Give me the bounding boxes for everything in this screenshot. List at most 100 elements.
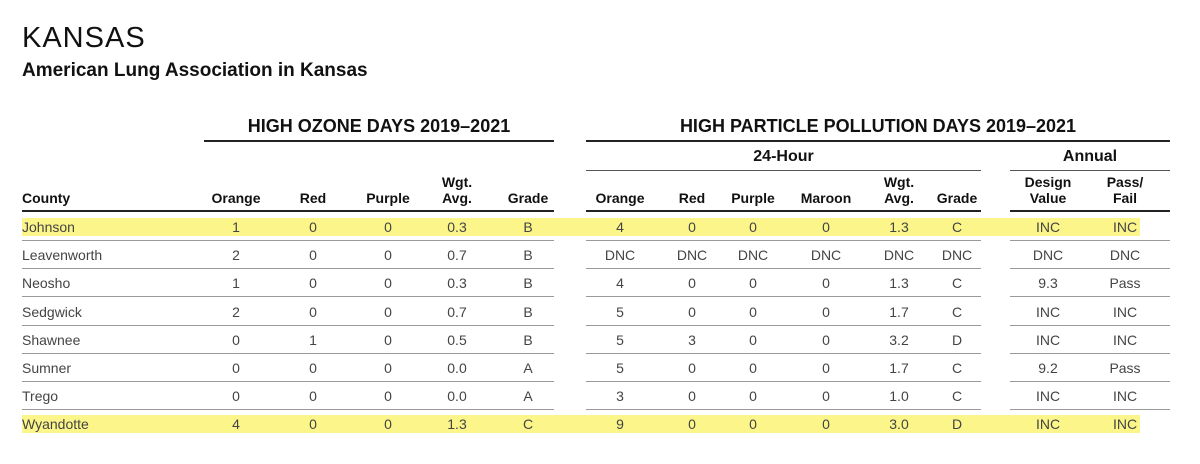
cell-o_red: 0 bbox=[309, 275, 317, 292]
row-divider bbox=[22, 409, 554, 411]
cell-o_purple: 0 bbox=[384, 219, 392, 235]
cell-p_orange: DNC bbox=[604, 247, 636, 264]
cell-passfail: INC bbox=[1112, 416, 1138, 433]
row-divider bbox=[586, 409, 981, 411]
cell-p_grade: D bbox=[951, 416, 963, 433]
cell-design: INC bbox=[1035, 388, 1061, 405]
row-divider bbox=[22, 268, 554, 270]
column-header-p_red: Red bbox=[678, 190, 706, 206]
cell-p_grade: D bbox=[951, 331, 963, 348]
cell-p_maroon: 0 bbox=[822, 303, 830, 320]
row-divider bbox=[586, 240, 981, 241]
ozone-group-rule bbox=[204, 140, 554, 142]
cell-p_purple: 0 bbox=[749, 219, 757, 235]
column-header-p_wgt: Wgt. Avg. bbox=[883, 174, 915, 206]
row-highlight bbox=[22, 415, 1140, 434]
page-subtitle: American Lung Association in Kansas bbox=[22, 60, 368, 81]
cell-design: INC bbox=[1035, 219, 1061, 235]
cell-p_grade: DNC bbox=[941, 247, 973, 264]
row-divider bbox=[586, 268, 981, 270]
column-header-p_maroon: Maroon bbox=[800, 190, 852, 206]
cell-o_grade: B bbox=[523, 219, 533, 235]
cell-p_orange: 9 bbox=[616, 416, 624, 433]
cell-p_maroon: 0 bbox=[822, 388, 830, 405]
column-header-design: Design Value bbox=[1024, 174, 1072, 206]
cell-p_maroon: 0 bbox=[822, 275, 830, 292]
cell-o_orange: 1 bbox=[232, 275, 240, 292]
cell-p_red: 0 bbox=[688, 303, 696, 320]
column-header-p_purple: Purple bbox=[731, 190, 775, 206]
row-divider bbox=[22, 352, 554, 354]
cell-p_purple: 0 bbox=[749, 360, 757, 376]
county-name: Wyandotte bbox=[22, 416, 89, 433]
cell-o_red: 0 bbox=[309, 303, 317, 320]
cell-o_red: 0 bbox=[309, 416, 317, 433]
cell-o_orange: 0 bbox=[232, 360, 240, 376]
county-name: Shawnee bbox=[22, 331, 81, 348]
cell-p_wgt: 1.7 bbox=[889, 360, 909, 376]
cell-passfail: Pass bbox=[1109, 360, 1141, 376]
cell-design: INC bbox=[1035, 416, 1061, 433]
cell-p_red: 0 bbox=[688, 388, 696, 405]
cell-p_maroon: 0 bbox=[822, 331, 830, 348]
row-divider bbox=[22, 296, 554, 298]
cell-o_grade: B bbox=[523, 275, 533, 292]
row-divider bbox=[1010, 240, 1170, 241]
annual-subgroup-header: Annual bbox=[1062, 148, 1118, 165]
cell-p_purple: 0 bbox=[749, 303, 757, 320]
header-rule bbox=[586, 210, 981, 212]
row-divider bbox=[586, 381, 981, 382]
cell-p_orange: 5 bbox=[616, 331, 624, 348]
row-highlight bbox=[22, 218, 1140, 236]
cell-p_purple: 0 bbox=[749, 331, 757, 348]
cell-p_maroon: 0 bbox=[822, 360, 830, 376]
cell-p_wgt: 1.7 bbox=[889, 303, 909, 320]
particle-group-rule bbox=[586, 140, 1170, 142]
cell-design: INC bbox=[1035, 303, 1061, 320]
page-title: KANSAS bbox=[22, 22, 146, 54]
cell-p_grade: C bbox=[951, 360, 963, 376]
cell-p_grade: C bbox=[951, 275, 963, 292]
column-header-county: County bbox=[22, 190, 71, 206]
cell-p_wgt: 3.2 bbox=[889, 331, 909, 348]
cell-p_wgt: 3.0 bbox=[889, 416, 909, 433]
row-divider bbox=[1010, 268, 1170, 270]
county-name: Johnson bbox=[22, 219, 75, 235]
row-divider bbox=[586, 296, 981, 298]
cell-p_orange: 5 bbox=[616, 360, 624, 376]
cell-o_orange: 1 bbox=[232, 219, 240, 235]
cell-o_grade: C bbox=[522, 416, 534, 433]
cell-p_grade: C bbox=[951, 219, 963, 235]
row-divider bbox=[586, 352, 981, 354]
cell-o_red: 0 bbox=[309, 360, 317, 376]
cell-o_grade: A bbox=[523, 360, 533, 376]
cell-p_purple: 0 bbox=[749, 388, 757, 405]
cell-o_purple: 0 bbox=[384, 388, 392, 405]
cell-p_red: 0 bbox=[688, 219, 696, 235]
cell-p_maroon: DNC bbox=[810, 247, 842, 264]
annual-subgroup-rule bbox=[1010, 170, 1170, 171]
cell-p_wgt: 1.0 bbox=[889, 388, 909, 405]
county-name: Trego bbox=[22, 388, 59, 405]
cell-p_wgt: DNC bbox=[883, 247, 915, 264]
cell-o_red: 1 bbox=[309, 331, 317, 348]
cell-p_red: 0 bbox=[688, 360, 696, 376]
cell-p_red: DNC bbox=[676, 247, 708, 264]
county-name: Sedgwick bbox=[22, 303, 82, 320]
county-name: Leavenworth bbox=[22, 247, 103, 264]
row-divider bbox=[586, 324, 981, 326]
cell-o_grade: A bbox=[523, 388, 533, 405]
cell-passfail: INC bbox=[1112, 219, 1138, 235]
cell-p_orange: 3 bbox=[616, 388, 624, 405]
cell-passfail: Pass bbox=[1109, 275, 1141, 292]
cell-o_grade: B bbox=[523, 331, 533, 348]
cell-p_wgt: 1.3 bbox=[889, 219, 909, 235]
cell-p_red: 0 bbox=[688, 275, 696, 292]
cell-o_orange: 2 bbox=[232, 303, 240, 320]
cell-p_orange: 4 bbox=[616, 219, 624, 235]
cell-o_red: 0 bbox=[309, 247, 317, 264]
row-divider bbox=[1010, 352, 1170, 354]
column-header-o_purple: Purple bbox=[366, 190, 410, 206]
row-divider bbox=[1010, 381, 1170, 382]
row-divider bbox=[22, 240, 554, 241]
